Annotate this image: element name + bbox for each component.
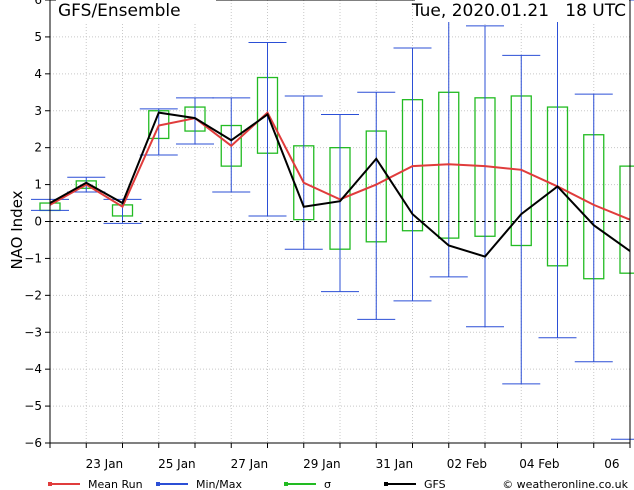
legend-item: σ bbox=[284, 478, 331, 490]
y-tick-label: 1 bbox=[34, 178, 42, 192]
y-tick-label: −3 bbox=[24, 325, 42, 339]
x-axis-ticks: 23 Jan 25 Jan 27 Jan 29 Jan 31 Jan 02 Feb 04 F… bbox=[49, 443, 631, 471]
y-tick-label: 6 bbox=[34, 0, 42, 7]
y-tick-label: 0 bbox=[34, 215, 42, 229]
x-tick-label: 02 Feb bbox=[447, 457, 487, 471]
min-max-bars bbox=[31, 0, 634, 440]
x-tick-label: 29 Jan bbox=[303, 457, 341, 471]
x-tick-label: 31 Jan bbox=[376, 457, 414, 471]
legend-swatch-marker bbox=[156, 482, 160, 486]
date-label: Tue, 2020.01.21 18 UTC bbox=[411, 1, 626, 21]
credit-text: © weatheronline.co.uk bbox=[502, 478, 628, 490]
title-bg bbox=[56, 0, 216, 22]
legend-label: σ bbox=[324, 478, 331, 490]
y-tick-label: −2 bbox=[24, 288, 42, 302]
y-axis-ticks: −6 −5 −4 −3 −2 −1 0 1 2 3 4 5 6 bbox=[24, 0, 50, 450]
chart-title: GFS/Ensemble bbox=[58, 1, 181, 21]
x-tick-label: 04 Feb bbox=[519, 457, 559, 471]
y-tick-label: −1 bbox=[24, 251, 42, 265]
y-tick-label: −4 bbox=[24, 362, 42, 376]
mean-run-line bbox=[49, 110, 631, 221]
x-tick-label: 27 Jan bbox=[231, 457, 269, 471]
y-tick-label: −6 bbox=[24, 436, 42, 450]
legend-label: Mean Run bbox=[88, 478, 143, 490]
y-tick-label: 3 bbox=[34, 104, 42, 118]
y-tick-label: 2 bbox=[34, 141, 42, 155]
x-tick-label: 06 bbox=[604, 457, 619, 471]
legend-item: Mean Run bbox=[48, 478, 143, 490]
legend-item: Min/Max bbox=[156, 478, 242, 490]
y-tick-label: 4 bbox=[34, 67, 42, 81]
x-tick-label: 23 Jan bbox=[86, 457, 124, 471]
legend-label: GFS bbox=[424, 478, 446, 490]
legend-swatch-marker bbox=[48, 482, 52, 486]
legend-label: Min/Max bbox=[196, 478, 242, 490]
gfs-line bbox=[49, 111, 631, 258]
date-bg bbox=[415, 0, 629, 22]
y-tick-label: 5 bbox=[34, 30, 42, 44]
legend-swatch-marker bbox=[284, 482, 288, 486]
legend: Mean Run Min/Max σ GFS bbox=[48, 478, 446, 490]
legend-swatch-marker bbox=[384, 482, 388, 486]
y-tick-label: −5 bbox=[24, 399, 42, 413]
y-axis-title: NAO Index bbox=[8, 190, 26, 269]
x-tick-label: 25 Jan bbox=[158, 457, 196, 471]
legend-item: GFS bbox=[384, 478, 446, 490]
